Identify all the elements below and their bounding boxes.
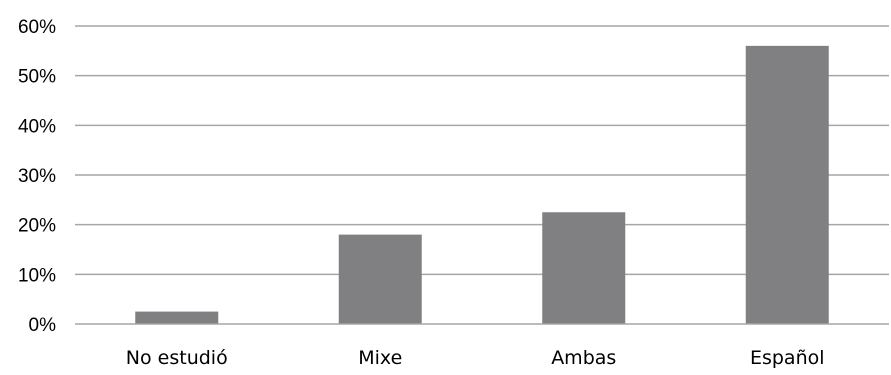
bar [745, 45, 829, 324]
y-tick-label: 40% [18, 116, 56, 137]
y-axis-tick-labels: 0% 10% 20% 30% 40% 50% 60% [18, 17, 56, 336]
y-tick-label: 30% [18, 166, 56, 187]
bar [542, 212, 626, 324]
y-tick-label: 60% [18, 17, 56, 38]
y-tick-label: 20% [18, 216, 56, 237]
x-tick-label: Ambas [551, 347, 616, 369]
x-tick-label: Español [750, 347, 825, 369]
y-tick-label: 0% [29, 315, 57, 336]
x-tick-label: No estudió [126, 347, 228, 369]
bar [135, 311, 219, 324]
bar [338, 234, 422, 324]
x-axis-category-labels: No estudió Mixe Ambas Español [126, 347, 825, 369]
bars [135, 45, 829, 324]
y-tick-label: 50% [18, 67, 56, 88]
y-tick-label: 10% [18, 265, 56, 286]
x-tick-label: Mixe [358, 347, 402, 369]
